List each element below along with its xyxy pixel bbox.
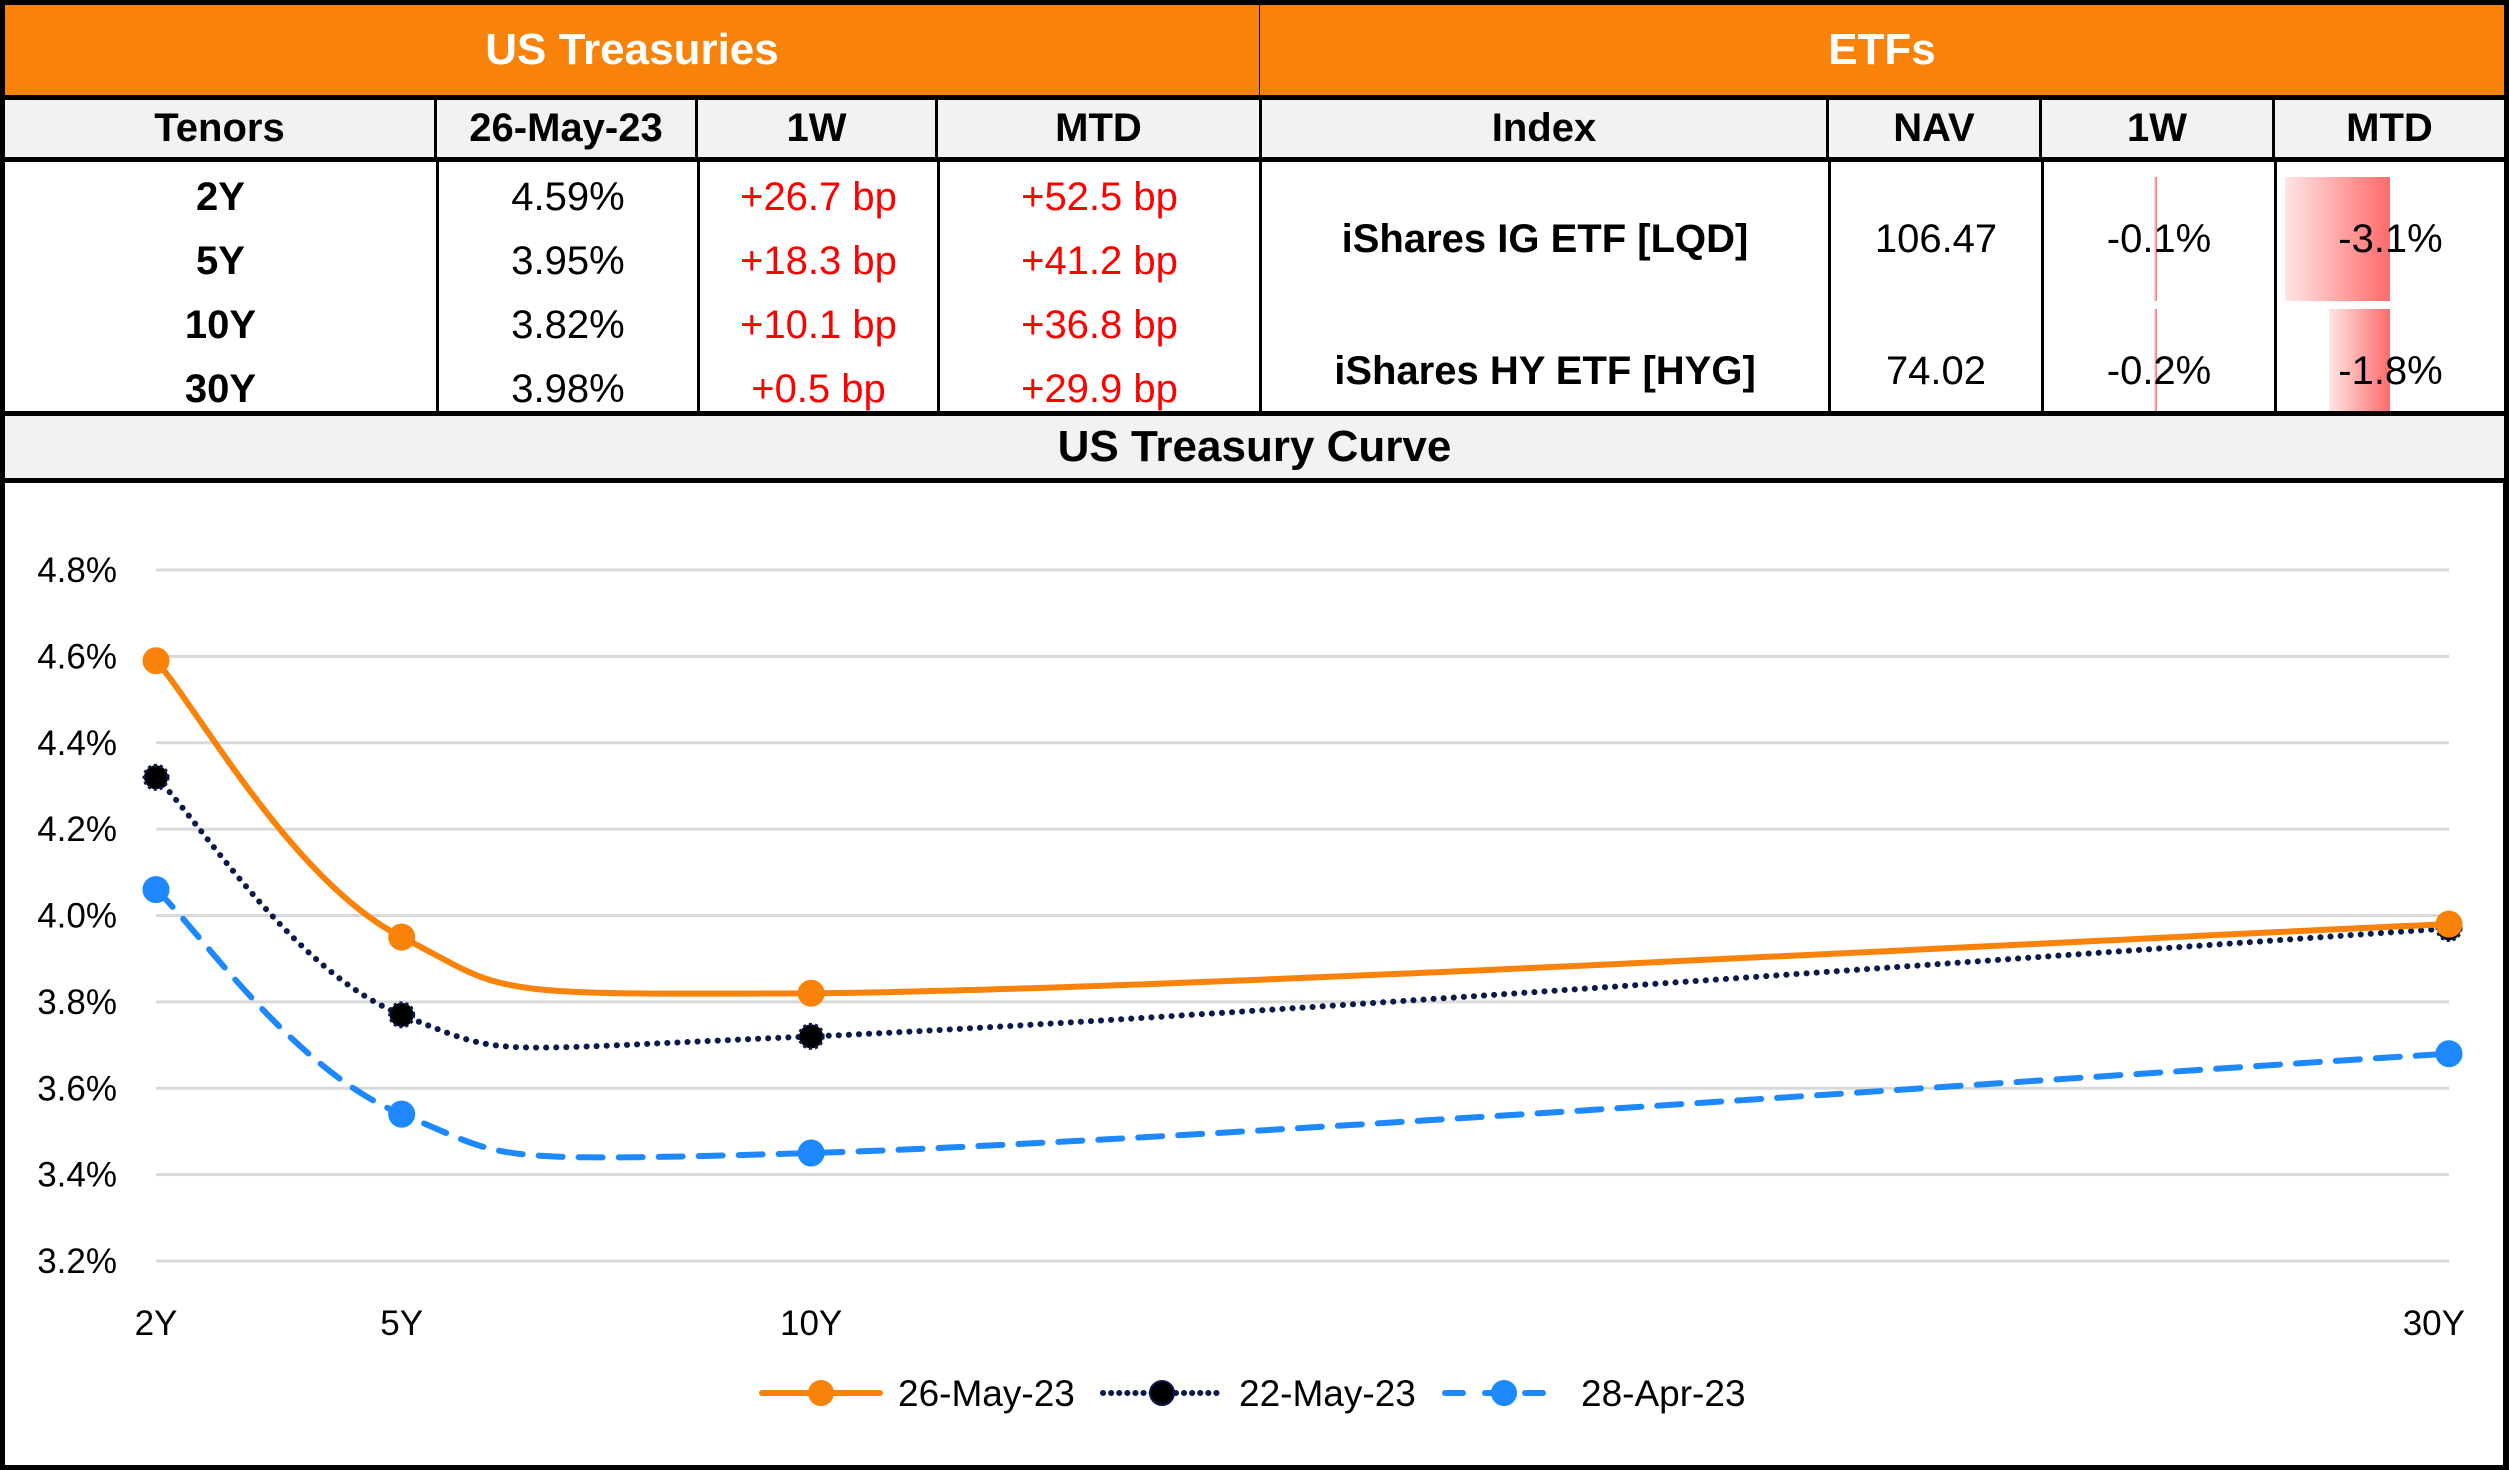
change-1w-cell: +18.3 bp <box>740 238 897 283</box>
tenor-cell: 30Y <box>184 366 257 411</box>
table-divider <box>697 162 700 412</box>
change-mtd-cell: +29.9 bp <box>1021 366 1178 411</box>
x-tick-label: 10Y <box>780 1304 842 1343</box>
databar-lqd-mtd <box>2285 177 2390 301</box>
legend-marker <box>1149 1380 1175 1406</box>
x-tick-label: 30Y <box>2403 1304 2465 1343</box>
us-treasuries-header: US Treasuries <box>0 0 1262 100</box>
change-mtd-cell: +41.2 bp <box>1021 238 1178 283</box>
legend-item: 22-May-23 <box>1100 1373 1416 1414</box>
etf-index-cell: iShares IG ETF [LQD] <box>1341 216 1749 261</box>
etf-mtd-cell: -1.8% <box>2338 348 2443 393</box>
tenor-cell: 2Y <box>196 174 245 219</box>
col-header-index: Index <box>1262 100 1829 162</box>
y-tick-label: 3.6% <box>37 1069 117 1108</box>
table-divider <box>436 162 439 412</box>
etf-index-cell: iShares HY ETF [HYG] <box>1334 348 1756 393</box>
series-28-Apr-23 <box>142 876 2463 1167</box>
series-26-May-23 <box>142 647 2463 1007</box>
yield-cell: 3.98% <box>511 366 625 411</box>
databar-lqd-1w <box>2154 177 2157 301</box>
tenor-cell: 5Y <box>196 238 245 283</box>
data-point <box>388 923 416 951</box>
col-header-1w: 1W <box>698 100 938 162</box>
data-point <box>797 979 825 1007</box>
data-point <box>2435 910 2463 938</box>
y-tick-label: 4.2% <box>37 810 117 849</box>
col-header-date: 26-May-23 <box>437 100 698 162</box>
legend-label: 26-May-23 <box>898 1373 1075 1414</box>
legend-label: 28-Apr-23 <box>1581 1373 1746 1414</box>
y-tick-label: 3.4% <box>37 1156 117 1195</box>
data-point <box>2435 1040 2463 1068</box>
change-mtd-cell: +52.5 bp <box>1021 174 1178 219</box>
table-divider <box>2274 162 2277 412</box>
table-border-right <box>2504 162 2509 412</box>
yield-cell: 4.59% <box>511 174 625 219</box>
series-line <box>153 774 2452 1051</box>
table-border-left <box>0 162 5 412</box>
data-point <box>388 1100 416 1128</box>
col-header-mtd: MTD <box>938 100 1262 162</box>
y-tick-label: 3.8% <box>37 983 117 1022</box>
legend-label: 22-May-23 <box>1239 1373 1416 1414</box>
col-header-nav: NAV <box>1829 100 2042 162</box>
change-1w-cell: +0.5 bp <box>751 366 886 411</box>
tenor-cell: 10Y <box>184 302 257 347</box>
etf-mtd-cell: -3.1% <box>2338 216 2443 261</box>
legend-item: 26-May-23 <box>759 1373 1075 1414</box>
etf-nav-cell: 74.02 <box>1885 348 1987 393</box>
table-divider <box>1828 162 1831 412</box>
series-line <box>153 657 2452 997</box>
data-point <box>797 1022 825 1050</box>
yield-cell: 3.95% <box>511 238 625 283</box>
etf-nav-cell: 106.47 <box>1874 216 1998 261</box>
y-tick-label: 4.4% <box>37 724 117 763</box>
x-tick-label: 2Y <box>135 1304 178 1343</box>
y-tick-label: 4.6% <box>37 637 117 676</box>
chart-area <box>0 481 2509 1470</box>
legend-item: 28-Apr-23 <box>1442 1373 1746 1414</box>
chart-title: US Treasury Curve <box>0 411 2509 483</box>
series-22-May-23 <box>142 763 2463 1051</box>
yield-cell: 3.82% <box>511 302 625 347</box>
legend-marker <box>1491 1380 1517 1406</box>
databar-hyg-1w <box>2154 309 2157 433</box>
change-mtd-cell: +36.8 bp <box>1021 302 1178 347</box>
data-point <box>142 876 170 904</box>
y-tick-label: 4.0% <box>37 897 117 936</box>
y-tick-label: 4.8% <box>37 551 117 590</box>
x-tick-label: 5Y <box>380 1304 423 1343</box>
data-point <box>142 763 170 791</box>
col-header-tenors: Tenors <box>0 100 437 162</box>
y-tick-label: 3.2% <box>37 1242 117 1281</box>
etf-1w-cell: -0.2% <box>2106 348 2212 393</box>
col-header-etf-1w: 1W <box>2042 100 2275 162</box>
legend-marker <box>808 1380 834 1406</box>
data-point <box>388 1001 416 1029</box>
table-divider <box>1259 162 1262 412</box>
series-line <box>153 886 2452 1161</box>
col-header-etf-mtd: MTD <box>2275 100 2509 162</box>
table-divider <box>937 162 940 412</box>
change-1w-cell: +10.1 bp <box>740 302 897 347</box>
etfs-header: ETFs <box>1260 0 2509 100</box>
etf-1w-cell: -0.1% <box>2106 216 2212 261</box>
data-point <box>797 1139 825 1167</box>
change-1w-cell: +26.7 bp <box>740 174 897 219</box>
data-point <box>142 647 170 675</box>
table-divider <box>2041 162 2044 412</box>
